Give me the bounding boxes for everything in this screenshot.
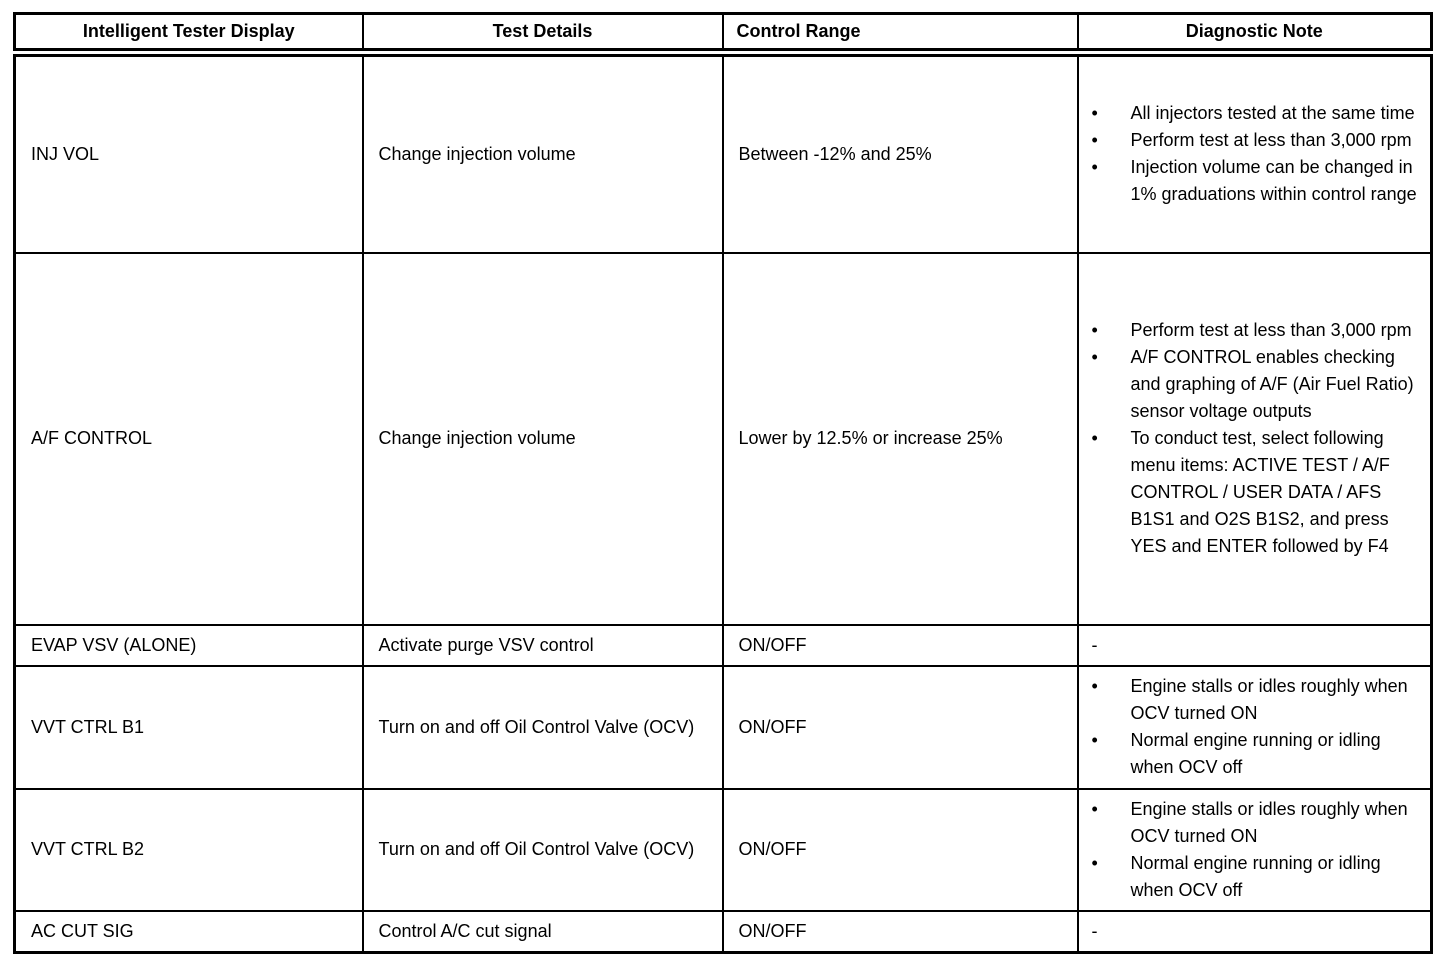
- note-text: All injectors tested at the same time: [1130, 103, 1415, 124]
- table-row-af-control: A/F CONTROL Change injection volume Lowe…: [13, 251, 1433, 626]
- cell-diagnostic-note: Engine stalls or idles roughly when OCV …: [1076, 664, 1433, 790]
- cell-tester-display: VVT CTRL B2: [13, 787, 364, 912]
- cell-tester-display: VVT CTRL B1: [13, 664, 364, 790]
- cell-tester-display: AC CUT SIG: [13, 909, 364, 953]
- header-diagnostic-note: Diagnostic Note: [1076, 12, 1433, 57]
- note-text: Normal engine running or idling when OCV…: [1130, 730, 1381, 777]
- bullet-marker: [1092, 425, 1131, 452]
- note-item: Normal engine running or idling when OCV…: [1092, 727, 1419, 781]
- bullet-marker: [1092, 317, 1131, 344]
- note-item: Perform test at less than 3,000 rpm: [1092, 127, 1419, 154]
- note-item: All injectors tested at the same time: [1092, 100, 1419, 127]
- note-text: A/F CONTROL enables checking and graphin…: [1130, 347, 1414, 421]
- cell-diagnostic-note: -: [1076, 623, 1433, 667]
- cell-tester-display: EVAP VSV (ALONE): [13, 623, 364, 667]
- bullet-marker: [1092, 127, 1131, 154]
- note-item: To conduct test, select following menu i…: [1092, 425, 1419, 560]
- cell-control-range: ON/OFF: [721, 623, 1079, 667]
- bullet-marker: [1092, 100, 1131, 127]
- note-text: Engine stalls or idles roughly when OCV …: [1130, 676, 1408, 723]
- cell-control-range: ON/OFF: [721, 787, 1079, 912]
- table-body: INJ VOL Change injection volume Between …: [13, 51, 1433, 953]
- bullet-marker: [1092, 154, 1131, 181]
- note-item: A/F CONTROL enables checking and graphin…: [1092, 344, 1419, 425]
- cell-test-details: Activate purge VSV control: [361, 623, 724, 667]
- active-test-table: Intelligent Tester Display Test Details …: [13, 12, 1433, 954]
- note-item: Normal engine running or idling when OCV…: [1092, 850, 1419, 904]
- note-text: Perform test at less than 3,000 rpm: [1130, 130, 1412, 151]
- cell-test-details: Change injection volume: [361, 51, 724, 254]
- note-text: Perform test at less than 3,000 rpm: [1130, 320, 1412, 340]
- cell-test-details: Control A/C cut signal: [361, 909, 724, 953]
- table-row-vvt-ctrl-b2: VVT CTRL B2 Turn on and off Oil Control …: [13, 787, 1433, 912]
- table-row-evap-vsv: EVAP VSV (ALONE) Activate purge VSV cont…: [13, 623, 1433, 667]
- table-header: Intelligent Tester Display Test Details …: [13, 12, 1433, 57]
- header-control-range: Control Range: [721, 12, 1079, 57]
- note-item: Engine stalls or idles roughly when OCV …: [1092, 673, 1419, 727]
- cell-diagnostic-note: Perform test at less than 3,000 rpm A/F …: [1076, 251, 1433, 626]
- cell-test-details: Turn on and off Oil Control Valve (OCV): [361, 787, 724, 912]
- note-item: Engine stalls or idles roughly when OCV …: [1092, 796, 1419, 850]
- note-text: To conduct test, select following menu i…: [1130, 428, 1390, 556]
- cell-diagnostic-note: -: [1076, 909, 1433, 953]
- cell-diagnostic-note: Engine stalls or idles roughly when OCV …: [1076, 787, 1433, 912]
- table-row-inj-vol: INJ VOL Change injection volume Between …: [13, 51, 1433, 254]
- note-item: Perform test at less than 3,000 rpm: [1092, 317, 1419, 344]
- bullet-marker: [1092, 796, 1131, 823]
- cell-test-details: Change injection volume: [361, 251, 724, 626]
- bullet-marker: [1092, 673, 1131, 700]
- cell-test-details: Turn on and off Oil Control Valve (OCV): [361, 664, 724, 790]
- bullet-marker: [1092, 727, 1131, 754]
- bullet-marker: [1092, 850, 1131, 877]
- cell-control-range: ON/OFF: [721, 664, 1079, 790]
- cell-diagnostic-note: All injectors tested at the same time Pe…: [1076, 51, 1433, 254]
- header-test-details: Test Details: [361, 12, 724, 57]
- note-item: Injection volume can be changed in 1% gr…: [1092, 154, 1419, 208]
- note-text: Normal engine running or idling when OCV…: [1130, 852, 1381, 900]
- cell-control-range: Lower by 12.5% or increase 25%: [721, 251, 1079, 626]
- table-row-ac-cut-sig: AC CUT SIG Control A/C cut signal ON/OFF…: [13, 909, 1433, 953]
- header-row: Intelligent Tester Display Test Details …: [13, 12, 1433, 57]
- cell-tester-display: INJ VOL: [13, 51, 364, 254]
- note-text: Engine stalls or idles roughly when OCV …: [1130, 798, 1408, 846]
- cell-control-range: Between -12% and 25%: [721, 51, 1079, 254]
- note-text: Injection volume can be changed in 1% gr…: [1130, 157, 1417, 205]
- bullet-marker: [1092, 344, 1131, 371]
- cell-tester-display: A/F CONTROL: [13, 251, 364, 626]
- cell-control-range: ON/OFF: [721, 909, 1079, 953]
- table-row-vvt-ctrl-b1: VVT CTRL B1 Turn on and off Oil Control …: [13, 664, 1433, 790]
- header-tester-display: Intelligent Tester Display: [13, 12, 364, 57]
